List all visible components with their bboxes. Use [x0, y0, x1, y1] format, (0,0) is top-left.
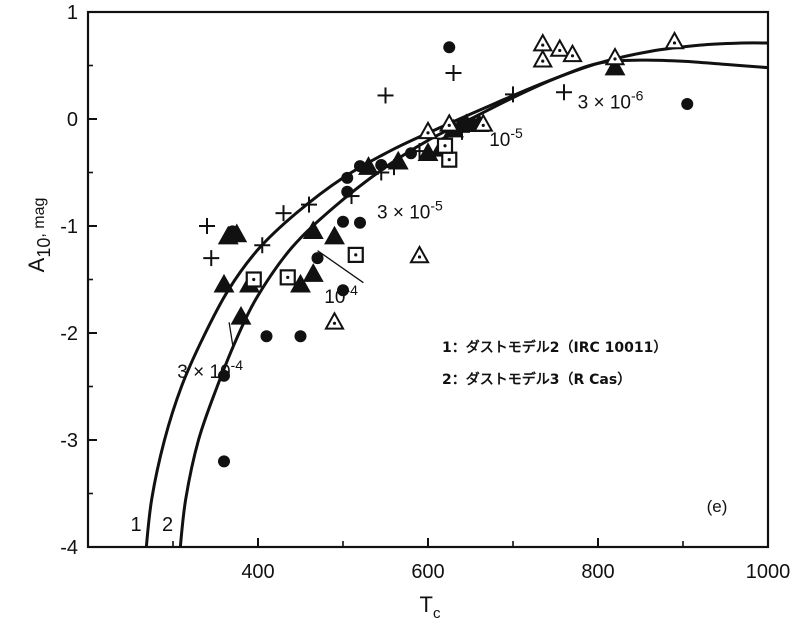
filled-triangle-point [302, 263, 324, 282]
open-triangle-point [549, 38, 571, 57]
y-tick-label: 0 [67, 109, 78, 131]
axis-labels: Tc A10, mag [24, 198, 441, 622]
plus-point [556, 84, 572, 101]
open-square-point [436, 137, 454, 154]
filled-triangle-point [604, 56, 626, 76]
panel-label: (e) [707, 497, 728, 516]
tick-labels: 400 600 800 1000 1 0 -1 -2 -3 -4 [60, 2, 790, 583]
filled-triangle-point [358, 156, 379, 175]
x-tick-label: 600 [411, 561, 444, 583]
circle-point [341, 171, 354, 184]
circle-point [681, 98, 694, 111]
open-square-point [279, 269, 296, 286]
curve-annotation: 3 × 10-5 [377, 198, 443, 224]
y-tick-label: -2 [60, 323, 78, 345]
y-tick-label: -1 [60, 216, 78, 238]
axes [86, 10, 770, 549]
circle-point [337, 284, 349, 297]
curve-annotation: 10-5 [489, 125, 523, 151]
x-tick-label: 400 [241, 561, 274, 583]
circle-point [443, 41, 456, 54]
circle-point [337, 215, 349, 228]
filled-triangle-point [302, 220, 324, 240]
legend-entry: 2：ダストモデル3（R Cas） [442, 371, 631, 388]
legend: 1：ダストモデル2（IRC 10011） 2：ダストモデル3（R Cas） [442, 339, 667, 388]
plot-frame [86, 10, 770, 549]
curve-1 [144, 41, 768, 547]
open-triangle-point [409, 244, 430, 264]
curve-number-label: 2 [162, 514, 173, 536]
filled-triangle-point [226, 223, 248, 243]
circle-point [218, 455, 230, 468]
curve-number-label: 1 [131, 514, 142, 536]
plus-point [199, 218, 215, 234]
curve-annotations: 3 × 10-6 10-5 3 × 10-5 10-4 3 × 10-4 1 2 (e) [131, 87, 728, 536]
open-triangle-point [664, 30, 685, 50]
data-points [199, 30, 694, 468]
filled-triangle-point [213, 273, 235, 293]
plus-point [203, 250, 220, 267]
plus-point [377, 87, 394, 104]
filled-triangle-point [387, 150, 409, 170]
curve-annotation: 3 × 10-6 [578, 87, 644, 113]
x-tick-label: 1000 [746, 561, 791, 583]
open-triangle-point [532, 49, 554, 68]
plus-point [301, 196, 317, 213]
y-tick-label: -3 [60, 430, 78, 452]
filled-triangle-point [290, 273, 311, 293]
curve-annotation: 10-4 [324, 282, 358, 308]
plus-point [275, 205, 292, 222]
legend-entry: 1：ダストモデル2（IRC 10011） [442, 339, 667, 356]
open-triangle-point [438, 113, 460, 132]
circle-point [354, 216, 366, 229]
open-square-point [441, 151, 458, 168]
curve-2 [178, 58, 768, 547]
plus-point [343, 188, 360, 205]
open-square-point [347, 246, 364, 263]
leader-line [228, 322, 234, 350]
plus-point [445, 64, 462, 81]
y-axis-label: A10, mag [24, 198, 54, 273]
circle-point [218, 369, 230, 382]
open-triangle-point [562, 43, 583, 63]
open-triangle-point [324, 311, 345, 330]
open-triangle-point [604, 46, 626, 66]
y-tick-label: -4 [60, 537, 78, 559]
filled-triangle-point [324, 225, 345, 245]
open-square-point [245, 271, 262, 288]
circle-point [311, 252, 324, 265]
plus-point [254, 237, 271, 254]
circle-point [294, 330, 307, 343]
circle-point [341, 185, 354, 198]
circle-point [405, 147, 417, 160]
filled-triangle-point [230, 305, 252, 325]
open-triangle-point [532, 33, 554, 52]
open-triangle-point [472, 113, 494, 132]
y-tick-label: 1 [67, 2, 78, 24]
curve-annotation: 3 × 10-4 [177, 357, 243, 383]
model-curves [144, 41, 768, 547]
open-triangle-point [417, 120, 439, 140]
x-tick-label: 800 [581, 561, 614, 583]
x-axis-label: Tc [420, 592, 441, 622]
leader-line [317, 250, 364, 284]
plus-point [505, 86, 521, 103]
circle-point [260, 330, 273, 343]
leader-lines [228, 250, 364, 350]
